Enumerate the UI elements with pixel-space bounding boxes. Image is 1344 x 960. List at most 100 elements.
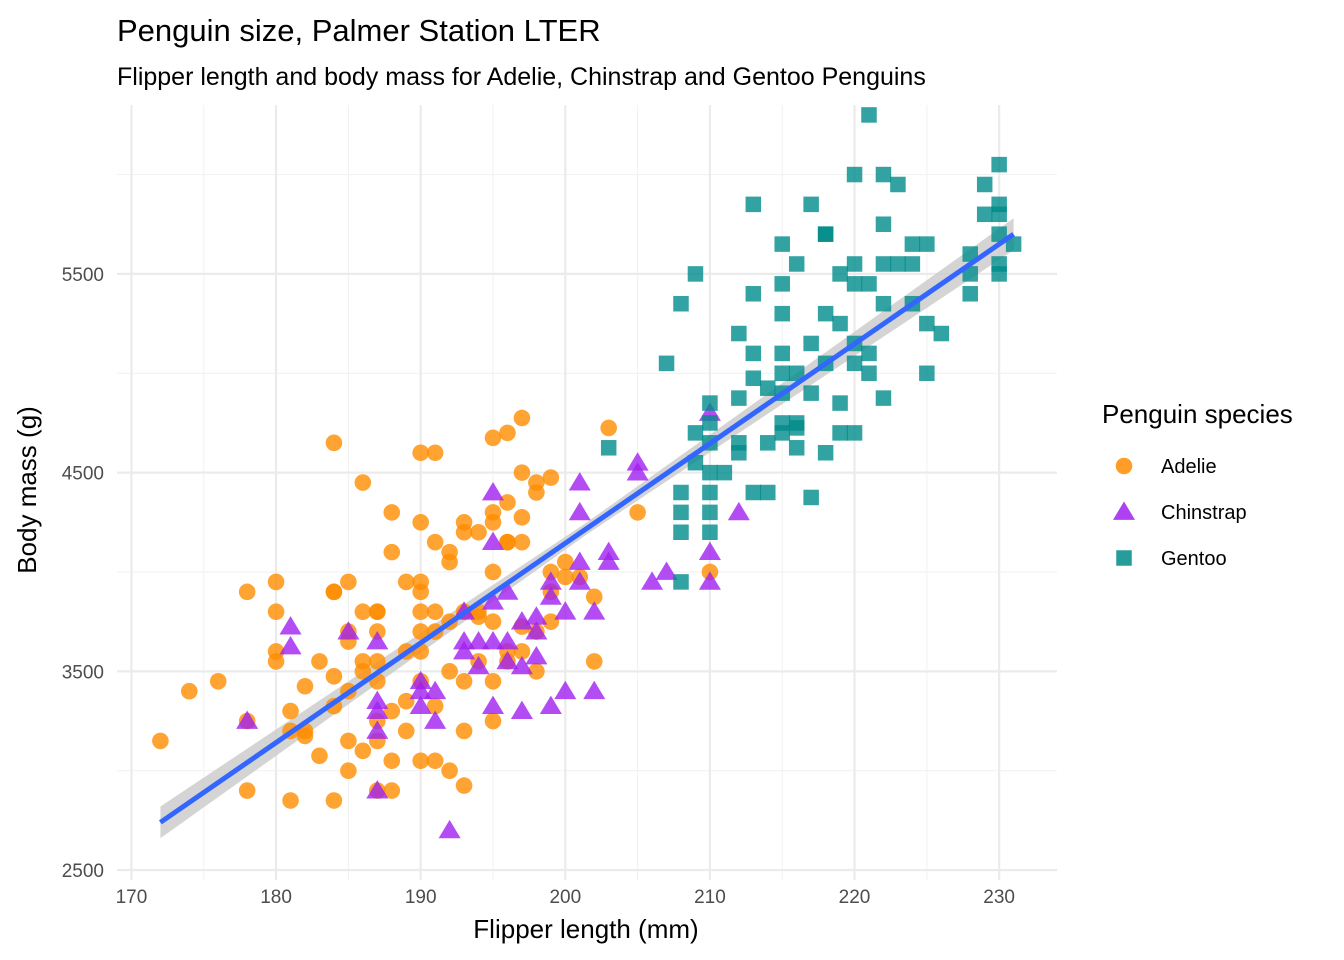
point-gentoo [774,236,790,252]
point-chinstrap [698,571,721,590]
point-chinstrap [366,780,389,799]
x-tick-label: 230 [983,887,1015,908]
point-adelie [340,732,357,750]
point-gentoo [774,305,790,322]
point-adelie [484,429,502,447]
point-chinstrap [467,631,490,650]
point-chinstrap [510,700,533,719]
legend-key-adelie [1115,457,1133,475]
point-adelie [354,663,372,680]
point-gentoo [702,484,718,501]
point-gentoo [745,345,762,362]
point-chinstrap [366,631,389,650]
point-gentoo [702,415,718,431]
point-gentoo [774,365,790,382]
point-gentoo [875,256,892,272]
point-adelie [383,752,401,770]
point-gentoo [890,176,906,193]
point-adelie [311,653,328,670]
point-adelie [412,603,429,621]
point-adelie [325,668,343,685]
point-chinstrap [366,690,389,710]
point-adelie [455,722,473,740]
point-gentoo [788,365,805,382]
point-gentoo [760,435,776,451]
point-adelie [426,444,444,462]
point-chinstrap [236,710,259,729]
point-adelie [369,603,386,621]
point-chinstrap [698,541,721,560]
point-gentoo [673,484,689,501]
point-gentoo [760,380,776,396]
point-adelie [383,782,401,799]
point-chinstrap [496,650,519,670]
point-gentoo [846,276,863,292]
chart-title: Penguin size, Palmer Station LTER [117,13,601,48]
y-tick-label: 2500 [62,861,104,882]
point-chinstrap [496,581,519,600]
point-gentoo [803,489,819,506]
grid [117,105,1057,880]
point-gentoo [745,196,762,213]
point-chinstrap [481,591,505,610]
point-gentoo [788,440,805,456]
legend-label-gentoo: Gentoo [1161,548,1227,570]
point-adelie [585,653,603,670]
point-gentoo [962,286,978,302]
point-adelie [296,677,314,695]
point-gentoo [673,295,689,312]
point-adelie [267,603,285,621]
point-gentoo [991,266,1007,282]
legend-key-chinstrap [1112,501,1136,520]
point-gentoo [919,315,935,332]
point-chinstrap [641,571,664,590]
point-chinstrap [568,571,591,590]
point-gentoo [702,464,718,481]
point-chinstrap [409,670,432,690]
point-adelie [397,573,415,591]
regression-line [158,232,1016,825]
point-gentoo [832,395,848,411]
point-chinstrap [510,611,533,630]
point-chinstrap [539,695,562,714]
point-gentoo [774,415,790,431]
point-adelie [238,583,256,601]
point-gentoo [875,390,892,406]
point-gentoo [962,246,978,262]
point-gentoo [687,425,704,441]
point-gentoo [731,325,747,342]
point-gentoo [832,425,848,441]
point-adelie [513,409,531,427]
point-gentoo [846,256,863,272]
point-chinstrap [481,531,505,551]
point-gentoo [817,305,834,322]
point-adelie [238,782,256,799]
point-adelie [426,697,444,715]
chart-subtitle: Flipper length and body mass for Adelie,… [117,63,926,91]
legend: Penguin species Adelie Chinstrap Gentoo [1102,399,1293,570]
point-chinstrap [279,636,302,655]
point-adelie [557,568,574,586]
point-adelie [267,653,285,670]
point-adelie [455,672,473,690]
point-chinstrap [655,561,678,580]
y-axis-title: Body mass (g) [12,406,42,574]
point-gentoo [861,107,877,123]
point-chinstrap [424,710,447,729]
point-gentoo [731,390,747,406]
point-gentoo [904,256,921,272]
point-adelie [426,752,444,770]
point-gentoo [846,355,863,372]
y-tick-label: 3500 [62,662,104,683]
point-adelie [325,583,343,601]
point-gentoo [774,276,790,292]
point-gentoo [760,484,776,501]
point-adelie [499,494,516,511]
point-adelie [412,623,429,640]
point-chinstrap [481,482,505,501]
point-adelie [383,543,401,561]
point-adelie [499,424,516,442]
y-tick-label: 4500 [62,464,104,485]
point-gentoo [861,276,877,292]
